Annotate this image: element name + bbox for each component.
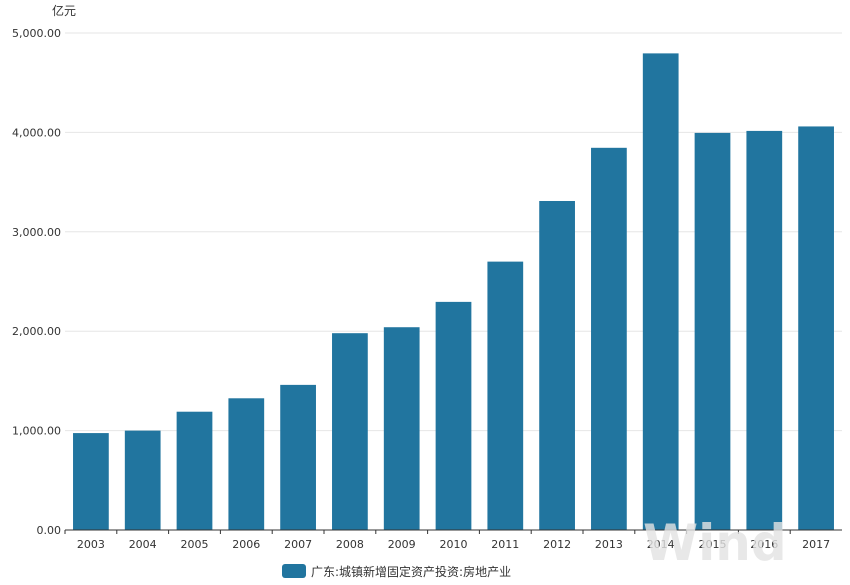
bar-2010[interactable] <box>435 301 472 530</box>
bar-2005[interactable] <box>176 411 213 530</box>
x-tick-label: 2004 <box>129 538 157 551</box>
x-tick-labels: 2003 2004 2005 2006 2007 2008 2009 2010 2011 2012… <box>64 530 830 551</box>
y-tick-label: 2,000.00 <box>12 325 61 338</box>
y-tick-label: 0.00 <box>37 524 62 537</box>
bar-2008[interactable] <box>332 333 368 530</box>
legend[interactable]: 广东:城镇新增固定资产投资:房地产业 <box>282 564 511 579</box>
bar-2003[interactable] <box>73 433 109 530</box>
bar-2007[interactable] <box>280 384 316 530</box>
x-tick-label: 2005 <box>181 538 209 551</box>
x-tick-label: 2011 <box>491 538 519 551</box>
y-tick-label: 5,000.00 <box>12 27 61 40</box>
x-tick-label: 2012 <box>543 538 571 551</box>
bar-2009[interactable] <box>383 327 420 530</box>
x-tick-label: 2006 <box>232 538 260 551</box>
x-tick-label: 2013 <box>595 538 623 551</box>
x-tick-label: 2009 <box>388 538 416 551</box>
x-tick-label: 2007 <box>284 538 312 551</box>
y-unit-label: 亿元 <box>52 3 76 18</box>
x-tick-label: 2015 <box>699 538 727 551</box>
bars <box>73 53 834 531</box>
legend-swatch[interactable] <box>282 564 306 578</box>
x-tick-label: 2017 <box>802 538 830 551</box>
legend-label[interactable]: 广东:城镇新增固定资产投资:房地产业 <box>311 564 511 579</box>
bar-2006[interactable] <box>228 398 265 530</box>
x-tick-label: 2014 <box>647 538 675 551</box>
bar-2014[interactable] <box>642 53 679 530</box>
y-tick-label: 4,000.00 <box>12 126 61 139</box>
x-tick-label: 2016 <box>750 538 778 551</box>
y-tick-label: 1,000.00 <box>12 425 61 438</box>
x-tick-label: 2008 <box>336 538 364 551</box>
bar-2017[interactable] <box>798 126 834 530</box>
y-tick-labels: 0.00 1,000.00 2,000.00 3,000.00 4,000.00 5,00… <box>12 27 61 537</box>
bar-2004[interactable] <box>124 430 161 530</box>
y-tick-label: 3,000.00 <box>12 226 61 239</box>
watermark-logo: Wind <box>643 514 787 572</box>
bar-2013[interactable] <box>591 147 627 530</box>
x-tick-label: 2003 <box>77 538 105 551</box>
bar-2015[interactable] <box>694 132 731 530</box>
bar-2016[interactable] <box>746 130 783 530</box>
bar-2012[interactable] <box>539 200 575 531</box>
x-tick-label: 2010 <box>440 538 468 551</box>
bar-2011[interactable] <box>487 261 524 530</box>
